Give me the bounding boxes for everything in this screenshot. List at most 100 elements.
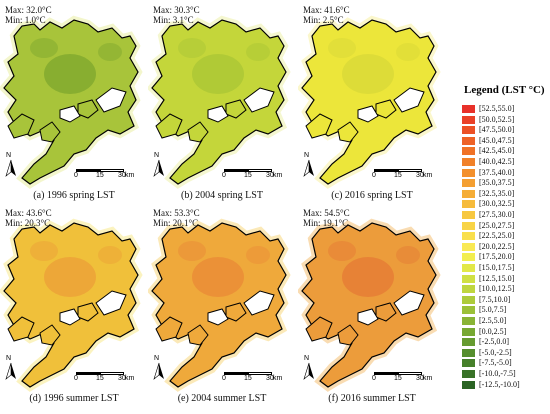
scale-unit: km <box>125 172 135 179</box>
lst-map <box>148 218 291 392</box>
legend-swatch <box>462 359 475 368</box>
legend-label: [2.5,5.0] <box>479 316 507 325</box>
min-temp: Min: 1.0°C <box>5 15 46 25</box>
panel-caption: (f) 2016 summer LST <box>328 393 416 404</box>
panel-caption: (a) 1996 spring LST <box>33 190 115 201</box>
legend-label: [22.5,25.0] <box>479 231 515 241</box>
scale-tick: 0 <box>372 172 376 179</box>
legend-label: [-2.5,0.0] <box>479 337 509 347</box>
legend-swatch <box>462 221 475 230</box>
legend-swatch <box>462 370 475 378</box>
legend-label: [12.5,15.0] <box>479 273 515 283</box>
min-temp: Min: 2.5°C <box>303 15 344 25</box>
legend-item: [-7.5,-5.0] <box>462 358 550 368</box>
panel-caption: (c) 2016 spring LST <box>331 190 413 201</box>
legend-label: [25.0,27.5] <box>479 220 515 230</box>
scale-bar-line <box>224 169 272 172</box>
island <box>187 324 209 346</box>
legend-swatch <box>462 200 475 209</box>
legend-label: [52.5,55.0] <box>479 104 515 113</box>
legend-label: [17.5,20.0] <box>479 252 515 262</box>
north-arrow-shape <box>303 362 314 380</box>
scale-bar-fill <box>225 170 249 171</box>
lst-stats: Max: 54.5°C Min: 19.1°C <box>303 208 350 228</box>
scale-tick: 15 <box>394 375 402 382</box>
legend-item: [-12.5,-10.0] <box>462 380 550 390</box>
legend-item: [37.5,40.0] <box>462 168 550 178</box>
scale-tick: 0 <box>372 375 376 382</box>
panel-caption: (e) 2004 summer LST <box>177 393 267 404</box>
legend-swatch <box>462 338 475 347</box>
urban-core <box>342 54 394 94</box>
scale-bar-fill <box>225 373 249 374</box>
scale-unit: km <box>423 375 433 382</box>
urban-patch <box>98 246 122 264</box>
legend-swatch <box>462 147 475 156</box>
legend-item: [27.5,30.0] <box>462 210 550 220</box>
lake <box>59 308 81 326</box>
lst-stats: Max: 43.6°C Min: 20.3°C <box>5 208 52 228</box>
urban-core <box>342 257 394 297</box>
lake <box>95 290 127 316</box>
max-temp: Max: 53.3°C <box>153 208 200 218</box>
legend-swatch <box>462 232 475 241</box>
scale-bar: 0 15 30 km <box>366 372 434 386</box>
north-arrow-icon: N <box>152 152 166 178</box>
panel-caption: (d) 1996 summer LST <box>29 393 119 404</box>
legend-item: [42.5,45.0] <box>462 146 550 156</box>
lake <box>243 87 275 113</box>
island <box>155 113 183 139</box>
legend-item: [10.0,12.5] <box>462 284 550 294</box>
max-temp: Max: 43.6°C <box>5 208 52 218</box>
lake <box>393 87 425 113</box>
scale-tick: 0 <box>222 375 226 382</box>
legend-item: [2.5,5.0] <box>462 316 550 326</box>
scale-bar: 0 15 30 km <box>68 169 136 183</box>
scale-bar: 0 15 30 km <box>366 169 434 183</box>
scale-bar: 0 15 30 km <box>68 372 136 386</box>
legend-label: [37.5,40.0] <box>479 167 515 177</box>
lake <box>59 105 81 123</box>
legend-label: [-7.5,-5.0] <box>479 358 512 368</box>
legend-label: [20.0,22.5] <box>479 241 515 251</box>
scale-bar: 0 15 30 km <box>216 372 284 386</box>
scale-tick: 15 <box>96 172 104 179</box>
lst-stats: Max: 32.0°C Min: 1.0°C <box>5 5 52 25</box>
north-arrow-half <box>5 159 12 177</box>
lake <box>207 308 229 326</box>
legend-label: [47.5,50.0] <box>479 125 515 135</box>
scale-bar-line <box>374 372 422 375</box>
lst-map <box>0 218 143 392</box>
scale-tick: 15 <box>244 375 252 382</box>
north-arrow-icon: N <box>4 152 18 178</box>
lst-stats: Max: 41.6°C Min: 2.5°C <box>303 5 350 25</box>
legend-swatch <box>462 136 475 145</box>
legend-item: [45.0,47.5] <box>462 136 550 146</box>
north-arrow-half <box>153 362 160 380</box>
panel-caption: (b) 2004 spring LST <box>181 190 263 201</box>
scale-unit: km <box>273 172 283 179</box>
north-arrow-half <box>303 362 310 380</box>
urban-patch <box>178 241 206 261</box>
scale-bar-fill <box>77 170 101 171</box>
north-arrow-icon: N <box>152 355 166 381</box>
legend-item: [35.0,37.5] <box>462 178 550 188</box>
legend-label: [27.5,30.0] <box>479 210 515 219</box>
legend-label: [50.0,52.5] <box>479 114 515 124</box>
island <box>155 316 183 342</box>
legend-swatch <box>462 179 475 188</box>
legend-swatch <box>462 327 475 336</box>
max-temp: Max: 41.6°C <box>303 5 350 15</box>
scale-bar-line <box>76 169 124 172</box>
scale-tick: 0 <box>222 172 226 179</box>
legend-item: [50.0,52.5] <box>462 115 550 125</box>
legend-label: [-12.5,-10.0] <box>479 379 520 389</box>
legend-item: [-5.0,-2.5] <box>462 348 550 358</box>
north-label: N <box>6 152 12 159</box>
north-arrow-shape <box>5 362 16 380</box>
lst-map <box>0 15 143 189</box>
legend-swatch <box>462 317 475 325</box>
legend-swatch <box>462 168 475 177</box>
north-label: N <box>304 355 310 362</box>
legend-item: [-2.5,0.0] <box>462 337 550 347</box>
